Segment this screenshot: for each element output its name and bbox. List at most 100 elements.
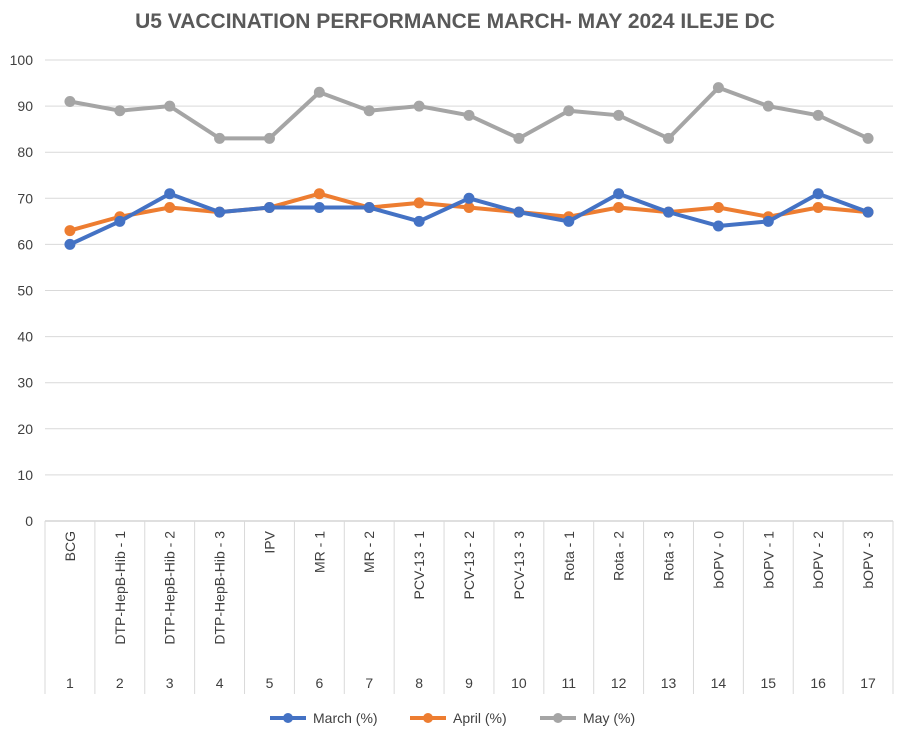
x-category-label: bOPV - 2: [810, 531, 826, 589]
x-category-label: DTP-HepB-Hib - 3: [212, 531, 228, 645]
y-tick-label: 40: [17, 329, 33, 345]
data-point: [164, 202, 176, 214]
x-index-label: 10: [511, 675, 527, 691]
series-may: [64, 82, 874, 144]
x-index-label: 8: [415, 675, 423, 691]
legend-swatch-marker: [283, 713, 293, 723]
legend-item: April (%): [410, 710, 507, 726]
data-point: [712, 202, 724, 214]
y-tick-label: 100: [10, 52, 34, 68]
x-index-label: 7: [365, 675, 373, 691]
data-point: [762, 100, 774, 112]
x-axis: BCG 1 DTP-HepB-Hib - 1 2 DTP-HepB-Hib - 2 3 DT…: [44, 520, 894, 694]
data-point: [363, 105, 375, 117]
data-point: [64, 225, 76, 237]
data-point: [663, 206, 675, 218]
x-category-label: PCV-13 - 1: [411, 531, 427, 600]
y-tick-label: 10: [17, 467, 33, 483]
y-tick-label: 50: [17, 283, 33, 299]
data-point: [463, 109, 475, 121]
data-point: [214, 132, 226, 144]
data-point: [513, 132, 525, 144]
data-point: [463, 202, 475, 214]
x-category-label: bOPV - 3: [860, 531, 876, 589]
data-point: [313, 202, 325, 214]
x-category-label: BCG: [62, 531, 78, 561]
data-point: [613, 109, 625, 121]
x-index-label: 15: [761, 675, 777, 691]
x-category-label: MR - 2: [361, 531, 377, 573]
data-point: [114, 215, 126, 227]
data-point: [413, 197, 425, 209]
x-category-label: bOPV - 0: [710, 531, 726, 589]
x-index-label: 2: [116, 675, 124, 691]
data-point: [363, 202, 375, 214]
data-point: [114, 105, 126, 117]
data-point: [812, 188, 824, 200]
data-point: [812, 109, 824, 121]
data-point: [64, 95, 76, 107]
legend-label: May (%): [583, 710, 635, 726]
y-tick-label: 90: [17, 98, 33, 114]
x-index-label: 3: [166, 675, 174, 691]
data-point: [64, 238, 76, 250]
y-tick-label: 30: [17, 375, 33, 391]
legend-item: March (%): [270, 710, 378, 726]
x-category-label: Rota - 1: [561, 531, 577, 581]
x-category-label: PCV-13 - 3: [511, 531, 527, 600]
data-point: [712, 220, 724, 232]
data-point: [563, 215, 575, 227]
x-category-label: Rota - 3: [661, 531, 677, 581]
y-axis: 0 10 20 30 40 50 60 70 80 90 100: [10, 52, 34, 529]
gridlines: [45, 59, 893, 522]
data-point: [663, 132, 675, 144]
y-tick-label: 20: [17, 421, 33, 437]
data-point: [164, 188, 176, 200]
x-index-label: 16: [810, 675, 826, 691]
y-tick-label: 80: [17, 144, 33, 160]
y-tick-label: 70: [17, 190, 33, 206]
x-index-label: 5: [266, 675, 274, 691]
x-index-label: 13: [661, 675, 677, 691]
x-category-label: DTP-HepB-Hib - 1: [112, 531, 128, 645]
x-index-label: 12: [611, 675, 627, 691]
chart-title: U5 VACCINATION PERFORMANCE MARCH- MAY 20…: [135, 10, 775, 33]
legend-label: March (%): [313, 710, 378, 726]
x-category-label: IPV: [261, 530, 277, 553]
data-point: [613, 202, 625, 214]
x-index-label: 17: [860, 675, 876, 691]
data-point: [313, 188, 325, 200]
legend: March (%) April (%) May (%): [270, 710, 635, 726]
data-point: [613, 188, 625, 200]
data-point: [214, 206, 226, 218]
data-point: [263, 202, 275, 214]
data-point: [862, 206, 874, 218]
data-point: [463, 192, 475, 204]
y-tick-label: 0: [25, 513, 33, 529]
x-index-label: 11: [561, 675, 576, 691]
data-point: [313, 86, 325, 98]
x-index-label: 6: [315, 675, 323, 691]
x-category-label: bOPV - 1: [760, 531, 776, 589]
x-category-label: MR - 1: [311, 531, 327, 573]
data-point: [563, 105, 575, 117]
y-tick-label: 60: [17, 236, 33, 252]
data-point: [862, 132, 874, 144]
x-category-label: PCV-13 - 2: [461, 531, 477, 600]
legend-item: May (%): [540, 710, 635, 726]
data-point: [164, 100, 176, 112]
x-index-label: 1: [66, 675, 74, 691]
x-index-label: 4: [216, 675, 224, 691]
data-point: [513, 206, 525, 218]
data-point: [812, 202, 824, 214]
data-point: [413, 100, 425, 112]
legend-label: April (%): [453, 710, 507, 726]
data-point: [762, 215, 774, 227]
data-point: [712, 82, 724, 94]
data-point: [263, 132, 275, 144]
x-category-label: DTP-HepB-Hib - 2: [162, 531, 178, 645]
data-point: [413, 215, 425, 227]
legend-swatch-marker: [553, 713, 563, 723]
legend-swatch-marker: [423, 713, 433, 723]
